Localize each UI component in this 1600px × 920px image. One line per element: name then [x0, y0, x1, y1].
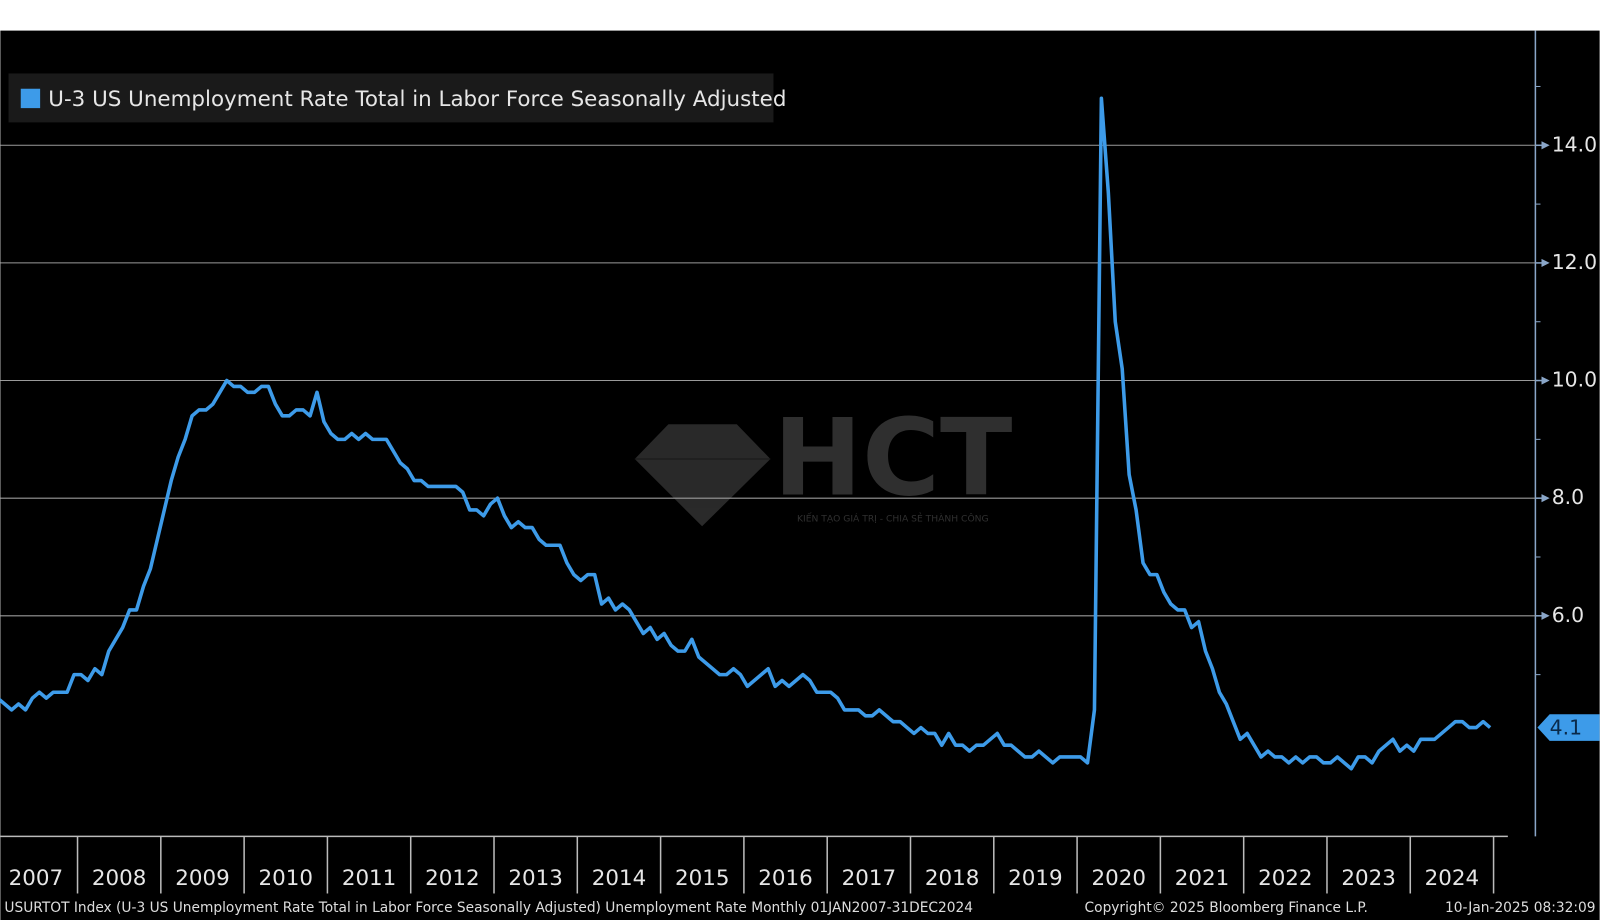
x-tick-label: 2008	[92, 866, 146, 891]
x-tick-label: 2021	[1175, 866, 1229, 891]
x-tick-label: 2010	[259, 866, 313, 891]
y-tick-arrow	[1541, 258, 1550, 267]
x-tick-label: 2007	[9, 866, 63, 891]
x-tick-label: 2020	[1091, 866, 1145, 891]
x-tick-label: 2016	[758, 866, 812, 891]
y-tick-arrow	[1541, 611, 1550, 620]
x-tick-label: 2009	[175, 866, 229, 891]
y-tick-label: 10.0	[1552, 368, 1597, 392]
data-line	[0, 96, 1492, 771]
last-value-marker	[1537, 714, 1600, 741]
x-tick-label: 2024	[1425, 866, 1479, 891]
watermark: HCT KIẾN TẠO GIÁ TRỊ - CHIA SẺ THÀNH CÔN…	[634, 397, 1012, 527]
y-tick-label: 8.0	[1552, 485, 1584, 509]
y-tick-arrow	[1541, 141, 1550, 150]
x-tick-label: 2019	[1008, 866, 1062, 891]
x-tick-label: 2018	[925, 866, 979, 891]
y-tick-arrow	[1541, 494, 1550, 503]
x-tick-label: 2014	[592, 866, 646, 891]
footer-left: USURTOT Index (U-3 US Unemployment Rate …	[4, 900, 973, 916]
x-tick-label: 2017	[842, 866, 896, 891]
footer-center: Copyright© 2025 Bloomberg Finance L.P.	[1085, 900, 1368, 916]
watermark-diamond	[634, 424, 771, 527]
watermark-logo: HCT	[773, 397, 1012, 520]
y-tick-label: 14.0	[1552, 132, 1597, 156]
watermark-tagline: KIẾN TẠO GIÁ TRỊ - CHIA SẺ THÀNH CÔNG	[797, 513, 989, 525]
x-tick-label: 2022	[1258, 866, 1312, 891]
y-tick-label: 6.0	[1552, 603, 1584, 627]
legend-swatch	[20, 88, 41, 109]
footer-right: 10-Jan-2025 08:32:09	[1445, 900, 1596, 916]
y-tick-arrow	[1541, 376, 1550, 385]
chart-background	[0, 30, 1600, 920]
x-tick-label: 2012	[425, 866, 479, 891]
x-tick-label: 2013	[508, 866, 562, 891]
legend-box	[8, 73, 774, 123]
x-tick-label: 2015	[675, 866, 729, 891]
legend-label: U-3 US Unemployment Rate Total in Labor …	[48, 87, 786, 112]
x-tick-label: 2011	[342, 866, 396, 891]
y-tick-label: 12.0	[1552, 250, 1597, 274]
last-value-label: 4.1	[1550, 716, 1582, 740]
x-tick-label: 2023	[1341, 866, 1395, 891]
